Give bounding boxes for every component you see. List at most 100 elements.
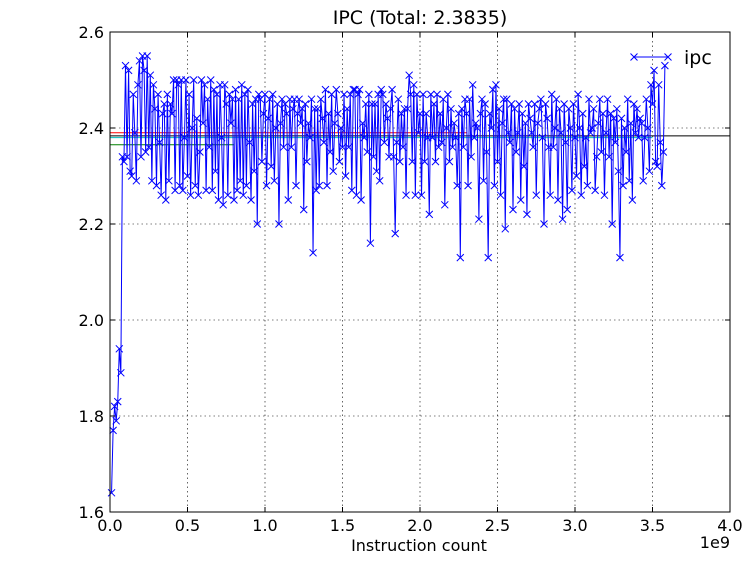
data-point: [485, 109, 494, 118]
data-point: [267, 162, 276, 171]
data-point: [231, 85, 240, 94]
data-point: [163, 90, 172, 99]
data-point: [234, 95, 243, 104]
data-point: [459, 143, 468, 152]
data-point: [323, 181, 331, 190]
axis-ticks: 0.0 0.5 1.0 1.5 2.0 2.5 3.0 3.5 4.0 1.6 1.8 2.0 2.2 2…: [79, 23, 743, 535]
data-point: [375, 176, 384, 185]
data-point: [126, 167, 135, 176]
data-point: [639, 176, 648, 185]
data-point: [440, 200, 449, 209]
data-point: [199, 119, 207, 128]
data-point: [186, 191, 195, 200]
data-point: [364, 90, 373, 99]
data-point: [495, 104, 503, 113]
data-point: [622, 148, 631, 156]
data-point: [484, 253, 493, 262]
data-point: [392, 138, 401, 147]
data-point: [191, 181, 200, 190]
data-point: [366, 239, 375, 248]
data-point: [620, 124, 629, 132]
data-point: [355, 85, 364, 94]
data-point: [516, 196, 525, 204]
data-point: [515, 100, 524, 108]
data-point: [475, 215, 483, 224]
data-point: [643, 124, 652, 132]
data-point: [546, 191, 555, 200]
data-point: [217, 133, 226, 142]
data-point: [413, 90, 421, 99]
x-tick-label: 0.0: [97, 516, 122, 535]
data-point: [406, 90, 415, 99]
data-point: [208, 186, 217, 195]
data-point: [603, 95, 612, 104]
data-point: [337, 124, 345, 132]
data-point: [335, 157, 344, 166]
data-point: [146, 71, 155, 80]
data-point: [262, 181, 271, 190]
data-point: [609, 114, 618, 123]
data-point: [476, 109, 485, 118]
data-point: [431, 157, 440, 166]
data-point: [284, 196, 293, 204]
data-point: [478, 95, 486, 104]
data-point: [222, 100, 231, 108]
data-point: [462, 109, 471, 118]
data-point: [116, 368, 125, 377]
data-point: [140, 66, 148, 75]
data-point: [541, 100, 550, 108]
x-tick-label: 3.5: [640, 516, 665, 535]
x-axis-offset-text: 1e9: [700, 533, 730, 552]
data-point: [496, 191, 505, 200]
data-point: [395, 157, 404, 166]
data-point: [411, 191, 420, 200]
data-point: [606, 109, 615, 118]
data-point: [196, 148, 204, 156]
data-point: [464, 181, 472, 190]
data-point: [166, 100, 175, 108]
data-point: [227, 119, 235, 128]
data-point: [648, 100, 657, 108]
data-point: [253, 220, 262, 228]
data-point: [213, 90, 221, 99]
data-point: [388, 85, 396, 94]
data-point: [250, 167, 259, 176]
data-point: [657, 181, 666, 190]
data-point: [112, 416, 121, 425]
data-point: [129, 90, 138, 99]
data-point: [338, 143, 347, 152]
data-point: [633, 104, 641, 113]
data-point: [575, 124, 584, 132]
data-point: [372, 167, 381, 176]
data-point: [220, 80, 229, 89]
data-point: [354, 90, 362, 99]
data-point: [298, 104, 307, 113]
data-point: [588, 124, 596, 132]
data-point: [617, 114, 626, 123]
data-point: [228, 95, 237, 104]
data-point: [616, 253, 624, 262]
series-line-ipc: [111, 55, 666, 493]
data-point: [320, 138, 328, 147]
data-point: [141, 148, 150, 156]
data-point: [507, 100, 516, 108]
data-point: [599, 109, 607, 118]
data-point: [659, 148, 668, 156]
legend-label-ipc: ipc: [684, 47, 712, 69]
data-point: [416, 109, 424, 118]
data-point: [509, 205, 517, 214]
data-point: [270, 176, 279, 185]
data-point: [654, 80, 663, 89]
data-point: [550, 124, 559, 132]
data-point: [135, 56, 144, 65]
data-point: [611, 138, 620, 147]
data-point: [631, 128, 640, 137]
data-point: [276, 119, 285, 128]
data-point: [405, 71, 414, 80]
data-point: [574, 90, 582, 99]
data-point: [636, 114, 644, 123]
data-point: [400, 104, 409, 113]
data-point: [448, 143, 457, 152]
data-point: [332, 85, 341, 94]
